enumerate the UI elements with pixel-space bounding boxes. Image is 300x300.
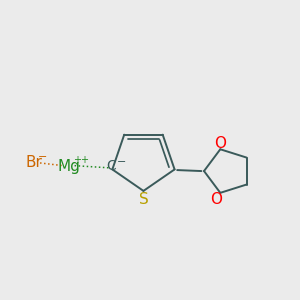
Text: Mg: Mg	[57, 159, 80, 174]
Text: ++: ++	[73, 155, 89, 165]
Text: O: O	[214, 136, 226, 151]
Text: C: C	[106, 159, 116, 173]
Text: S: S	[139, 192, 148, 207]
Text: Br: Br	[26, 155, 42, 170]
Text: −: −	[38, 152, 48, 162]
Text: −: −	[117, 157, 126, 167]
Text: O: O	[210, 192, 222, 207]
